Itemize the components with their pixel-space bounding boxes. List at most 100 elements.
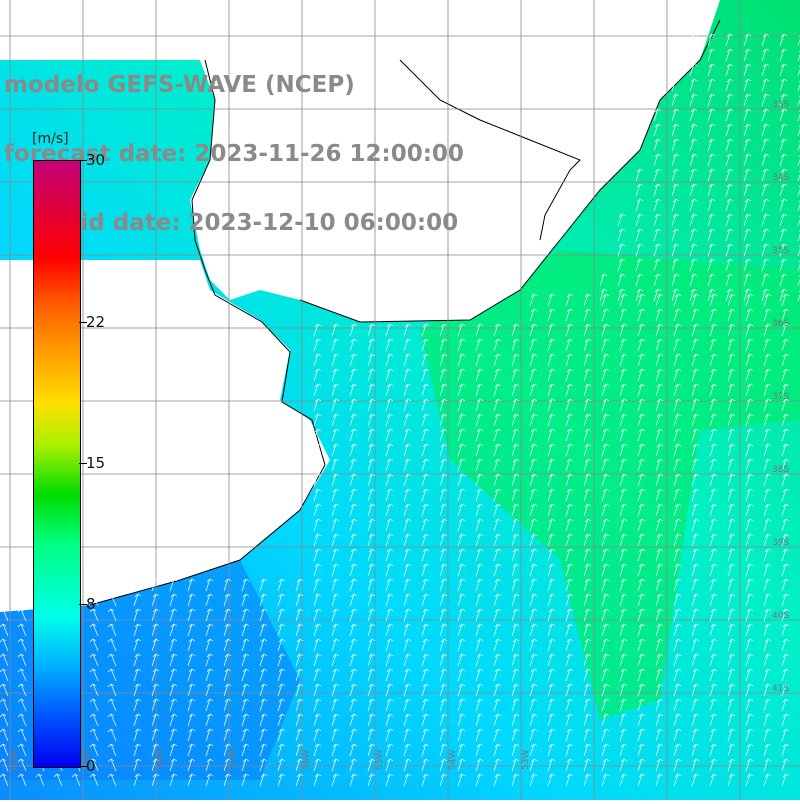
wind-arrow	[17, 623, 27, 637]
wind-arrow	[673, 563, 682, 577]
wind-arrow	[601, 338, 610, 352]
wind-arrow	[637, 563, 646, 577]
wind-arrow	[367, 698, 376, 712]
wind-arrow	[529, 593, 538, 607]
wind-arrow	[421, 698, 430, 712]
wind-arrow	[493, 383, 502, 397]
wind-arrow	[655, 623, 664, 637]
wind-arrow	[761, 198, 770, 212]
wind-arrow	[617, 288, 626, 302]
wind-arrow	[313, 638, 322, 652]
wind-arrow	[403, 608, 412, 622]
wind-arrow	[475, 653, 484, 667]
wind-arrow	[619, 773, 628, 787]
wind-arrow	[727, 713, 736, 727]
wind-arrow	[655, 518, 664, 532]
wind-arrow	[421, 353, 430, 367]
wind-arrow	[565, 743, 574, 757]
wind-arrow	[745, 368, 754, 382]
wind-arrow	[583, 728, 592, 742]
wind-arrow	[313, 443, 322, 457]
wind-arrow	[635, 258, 644, 272]
wind-arrow	[151, 728, 160, 742]
wind-arrow	[655, 293, 664, 307]
wind-arrow	[223, 668, 232, 682]
wind-arrow	[547, 533, 556, 547]
wind-arrow	[403, 758, 412, 772]
wind-arrow	[421, 413, 430, 427]
wind-arrow	[89, 623, 99, 637]
wind-arrow	[0, 698, 9, 712]
wind-arrow	[637, 413, 646, 427]
wind-arrow	[313, 323, 322, 337]
wind-arrow	[331, 728, 340, 742]
wind-arrow	[331, 488, 340, 502]
wind-arrow	[601, 458, 610, 472]
wind-arrow	[565, 443, 574, 457]
wind-arrow	[673, 353, 682, 367]
wind-arrow	[689, 228, 698, 242]
wind-arrow	[403, 503, 412, 517]
wind-arrow	[761, 228, 770, 242]
wind-arrow	[385, 368, 394, 382]
wind-arrow	[439, 683, 448, 697]
wind-arrow	[727, 653, 736, 667]
wind-arrow	[725, 33, 734, 47]
wind-arrow	[583, 743, 592, 757]
wind-arrow	[475, 473, 484, 487]
wind-arrow	[547, 758, 556, 772]
wind-arrow	[619, 383, 628, 397]
wind-arrow	[547, 728, 556, 742]
wind-arrow	[511, 368, 520, 382]
wind-arrow	[457, 683, 466, 697]
wind-arrow	[763, 338, 772, 352]
wind-arrow	[763, 608, 772, 622]
wind-arrow	[635, 288, 644, 302]
wind-arrow	[583, 758, 592, 772]
wind-arrow	[223, 593, 232, 607]
wind-arrow	[421, 488, 430, 502]
wind-arrow	[367, 473, 376, 487]
wind-arrow	[0, 728, 9, 742]
wind-arrow	[565, 428, 574, 442]
wind-arrow	[169, 608, 178, 622]
wind-arrow	[403, 713, 412, 727]
wind-arrow	[781, 323, 790, 337]
wind-arrow	[457, 668, 466, 682]
wind-arrow	[653, 168, 662, 182]
wind-arrow	[439, 533, 448, 547]
wind-arrow	[295, 758, 304, 772]
wind-arrow	[331, 338, 340, 352]
wind-arrow	[259, 578, 268, 592]
longitude-label: 55W	[375, 749, 385, 770]
wind-arrow	[331, 353, 340, 367]
wind-arrow	[601, 698, 610, 712]
wind-arrow	[565, 758, 574, 772]
wind-arrow	[295, 713, 304, 727]
wind-arrow	[187, 608, 196, 622]
wind-arrow	[439, 368, 448, 382]
wind-arrow	[421, 548, 430, 562]
wind-arrow	[439, 518, 448, 532]
wind-arrow	[295, 668, 304, 682]
wind-arrow	[439, 758, 448, 772]
wind-arrow	[583, 323, 592, 337]
wind-arrow	[529, 413, 538, 427]
wind-arrow	[457, 533, 466, 547]
wind-arrow	[709, 668, 718, 682]
wind-arrow	[53, 773, 63, 787]
wind-arrow	[313, 563, 322, 577]
wind-arrow	[511, 503, 520, 517]
wind-arrow	[671, 213, 680, 227]
wind-arrow	[259, 653, 268, 667]
wind-arrow	[349, 473, 358, 487]
wind-arrow	[349, 428, 358, 442]
wind-arrow	[637, 548, 646, 562]
wind-arrow	[547, 608, 556, 622]
wind-arrow	[565, 323, 574, 337]
wind-arrow	[743, 48, 752, 62]
wind-arrow	[671, 228, 680, 242]
wind-arrow	[601, 713, 610, 727]
wind-arrow	[565, 488, 574, 502]
wind-arrow	[637, 593, 646, 607]
